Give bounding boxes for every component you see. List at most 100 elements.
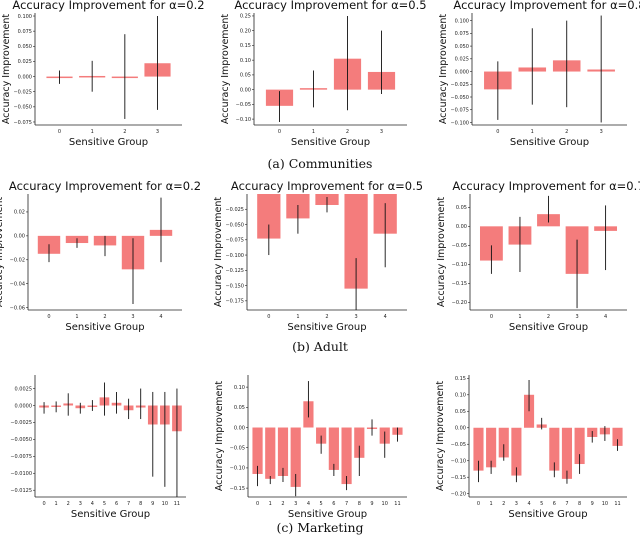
x-tick-label: 0 <box>278 129 281 135</box>
bar-group-7 <box>561 427 573 479</box>
x-tick-label: 9 <box>591 501 594 507</box>
y-tick-label: 0.050 <box>18 44 32 50</box>
x-tick-label: 6 <box>115 501 118 507</box>
y-tick-label: 0.100 <box>455 18 469 24</box>
y-axis-label: Accuracy Improvement <box>0 197 5 308</box>
x-tick-label: 3 <box>79 501 82 507</box>
y-axis-label: Accuracy Improvement <box>214 381 225 492</box>
x-tick-label: 2 <box>103 314 106 320</box>
x-tick-label: 5 <box>540 501 543 507</box>
bar-group-0 <box>257 194 281 239</box>
x-tick-label: 1 <box>55 501 58 507</box>
chart-adult-0.7: 0 1 2 3 4 −0.20 −0.15 −0.10 −0.05 0.00 0.05 Accurac… <box>436 179 640 333</box>
y-tick-label: −0.100 <box>450 120 469 126</box>
y-axis-label: Accuracy Improvement <box>435 381 446 492</box>
caption-adult: (b) Adult <box>292 339 348 354</box>
caption-marketing: (c) Marketing <box>276 520 364 535</box>
x-axis-label: Sensitive Group <box>509 322 588 333</box>
y-tick-label: 0.00 <box>240 87 251 93</box>
x-tick-label: 3 <box>575 314 578 320</box>
y-tick-label: −0.05 <box>236 102 251 108</box>
bar-group-8 <box>574 427 585 465</box>
chart-title: Accuracy Improvement for α=0.7 <box>452 179 640 193</box>
y-tick-label: 0.10 <box>240 58 251 64</box>
y-tick-label: 0.05 <box>240 73 251 79</box>
x-tick-label: 0 <box>496 129 499 135</box>
y-tick-label: 0.10 <box>234 385 245 391</box>
y-tick-label: −0.075 <box>225 238 244 244</box>
x-tick-label: 4 <box>604 314 607 320</box>
x-tick-label: 4 <box>384 314 387 320</box>
y-tick-label: −0.15 <box>451 475 466 481</box>
x-tick-label: 11 <box>174 501 180 507</box>
y-tick-label: 0.000 <box>18 74 32 80</box>
x-tick-label: 4 <box>91 501 94 507</box>
y-tick-label: 0.075 <box>455 31 469 37</box>
y-tick-label: 0.075 <box>18 29 32 35</box>
x-tick-label: 7 <box>565 501 568 507</box>
y-axis-label: Accuracy Improvement <box>436 197 447 308</box>
bar-group-0 <box>252 427 263 474</box>
bar-group-3 <box>290 427 301 487</box>
y-tick-label: −0.050 <box>450 95 469 101</box>
x-tick-label: 3 <box>600 129 603 135</box>
caption-communities: (a) Communities <box>267 156 373 171</box>
bar-group-11 <box>612 427 623 446</box>
y-tick-label: −0.20 <box>451 492 466 498</box>
x-tick-label: 2 <box>67 501 70 507</box>
x-tick-label: 3 <box>380 129 383 135</box>
y-tick-label: 0.0000 <box>15 403 33 409</box>
y-tick-label: 0.15 <box>455 376 466 382</box>
x-tick-label: 11 <box>614 501 620 507</box>
bar-group-3 <box>511 427 522 476</box>
chart-adult-0.5: 0 1 2 3 4 −0.175 −0.150 −0.125 −0.100 −0.075 −0.05… <box>213 179 423 333</box>
y-tick-label: −0.20 <box>452 300 467 306</box>
y-tick-label: −0.175 <box>225 299 244 305</box>
x-tick-label: 7 <box>127 501 130 507</box>
x-tick-label: 5 <box>320 501 323 507</box>
x-tick-label: 4 <box>527 501 530 507</box>
y-tick-label: 0.100 <box>18 14 32 20</box>
y-tick-label: 0.02 <box>14 210 25 216</box>
y-tick-label: −0.15 <box>230 486 245 492</box>
x-axis-label: Sensitive Group <box>71 509 150 520</box>
y-tick-label: 0.10 <box>455 393 466 399</box>
bar-group-3 <box>344 194 368 289</box>
y-tick-label: −0.10 <box>230 466 245 472</box>
y-tick-label: −0.05 <box>230 446 245 452</box>
x-tick-label: 0 <box>256 501 259 507</box>
x-tick-label: 0 <box>267 314 270 320</box>
x-tick-label: 3 <box>515 501 518 507</box>
x-tick-label: 9 <box>151 501 154 507</box>
chart-communities-0.8: 0 1 2 3 −0.100 −0.075 −0.050 −0.025 0.000 0.025 0.… <box>438 0 640 148</box>
x-tick-label: 2 <box>346 129 349 135</box>
y-tick-label: 0.05 <box>456 205 467 211</box>
x-tick-label: 3 <box>354 314 357 320</box>
bar-group-0 <box>473 427 484 471</box>
x-tick-label: 3 <box>131 314 134 320</box>
bar-group-8 <box>354 427 365 458</box>
x-tick-label: 1 <box>531 129 534 135</box>
bar-group-7 <box>341 427 352 485</box>
y-axis-label: Accuracy Improvement <box>1 14 12 125</box>
y-tick-label: −0.10 <box>236 117 251 123</box>
x-tick-label: 6 <box>553 501 556 507</box>
y-tick-label: −0.0100 <box>10 471 32 477</box>
x-tick-label: 6 <box>332 501 335 507</box>
y-tick-label: −0.025 <box>13 90 32 96</box>
x-tick-label: 10 <box>382 501 388 507</box>
x-tick-label: 4 <box>307 501 310 507</box>
x-tick-label: 0 <box>47 314 50 320</box>
chart-marketing-0.1: 0 1 2 3 4 5 6 7 8 9 10 11 −0.0125 −0.0100 −0.0075 −0.00… <box>10 375 186 520</box>
y-tick-label: −0.125 <box>225 268 244 274</box>
y-tick-label: −0.05 <box>451 442 466 448</box>
x-tick-label: 2 <box>502 501 505 507</box>
y-tick-label: 0.05 <box>455 409 466 415</box>
y-tick-label: 0.0025 <box>15 386 33 392</box>
x-tick-label: 2 <box>565 129 568 135</box>
y-tick-label: 0.15 <box>240 43 251 49</box>
x-tick-label: 3 <box>294 501 297 507</box>
x-axis-label: Sensitive Group <box>508 509 587 520</box>
y-tick-label: −0.10 <box>451 459 466 465</box>
